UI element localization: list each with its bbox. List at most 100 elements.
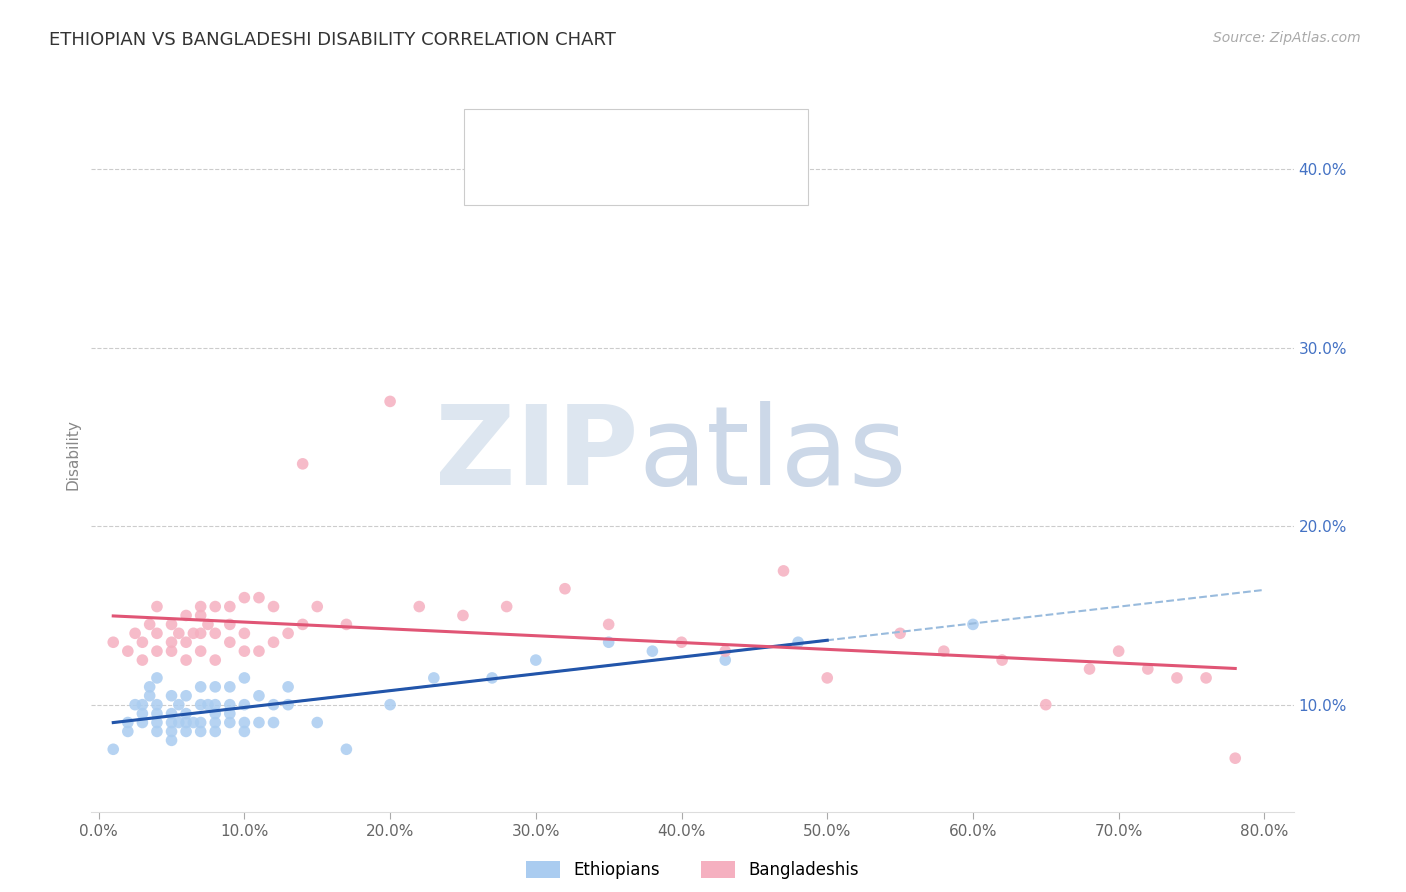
Point [815,671,838,685]
Point [408,599,430,614]
Point [204,698,226,712]
Point [714,644,737,658]
Point [218,599,240,614]
Point [932,644,955,658]
Point [218,715,240,730]
Point [160,706,183,721]
Point [277,680,299,694]
Point [335,617,357,632]
Point [598,617,620,632]
Point [233,715,256,730]
Point [204,599,226,614]
Point [291,617,314,632]
Text: R =: R = [522,167,553,185]
Point [218,617,240,632]
Point [160,689,183,703]
Point [218,680,240,694]
Point [1195,671,1218,685]
Point [1035,698,1057,712]
Point [117,715,139,730]
Point [138,617,160,632]
Text: N =: N = [637,131,668,149]
Point [233,724,256,739]
Text: 0.114: 0.114 [574,131,621,149]
Point [167,715,190,730]
Point [160,733,183,747]
Point [167,626,190,640]
Point [146,626,169,640]
Point [190,644,212,658]
Point [131,653,153,667]
Point [247,715,270,730]
Point [1108,644,1130,658]
Point [218,635,240,649]
Point [138,680,160,694]
Point [160,644,183,658]
Point [889,626,911,640]
Point [1078,662,1101,676]
Point [190,715,212,730]
Point [138,689,160,703]
Point [204,715,226,730]
Point [263,698,285,712]
Point [277,626,299,640]
Point [174,715,197,730]
Point [204,653,226,667]
Point [190,608,212,623]
Point [146,644,169,658]
Point [335,742,357,756]
Point [131,706,153,721]
Point [146,698,169,712]
Point [233,644,256,658]
Point [124,626,146,640]
Point [197,698,219,712]
Point [218,706,240,721]
Text: atlas: atlas [638,401,907,508]
Point [146,706,169,721]
Point [291,457,314,471]
Point [233,591,256,605]
Point [423,671,446,685]
Point [671,635,693,649]
Text: ZIP: ZIP [434,401,638,508]
Point [233,626,256,640]
Point [378,394,401,409]
Point [1225,751,1247,765]
Point [146,671,169,685]
Point [218,698,240,712]
Point [190,599,212,614]
Point [146,715,169,730]
Point [204,706,226,721]
Point [160,715,183,730]
Point [190,626,212,640]
Point [124,698,146,712]
Point [233,698,256,712]
Point [247,644,270,658]
Point [204,626,226,640]
Y-axis label: Disability: Disability [65,419,80,491]
Text: -0.108: -0.108 [574,167,627,185]
Point [174,635,197,649]
Point [263,715,285,730]
Point [131,635,153,649]
Point [598,635,620,649]
Legend: Ethiopians, Bangladeshis: Ethiopians, Bangladeshis [520,854,865,886]
Point [1166,671,1188,685]
Point [641,644,664,658]
Point [378,698,401,712]
Point [131,698,153,712]
Point [160,617,183,632]
Point [103,742,125,756]
Point [167,698,190,712]
Point [174,653,197,667]
Point [524,653,547,667]
Point [233,671,256,685]
Point [307,599,329,614]
Point [174,689,197,703]
Point [277,698,299,712]
Text: 61: 61 [686,131,707,149]
Point [307,715,329,730]
Point [117,644,139,658]
Point [174,706,197,721]
Text: 60: 60 [686,167,707,185]
